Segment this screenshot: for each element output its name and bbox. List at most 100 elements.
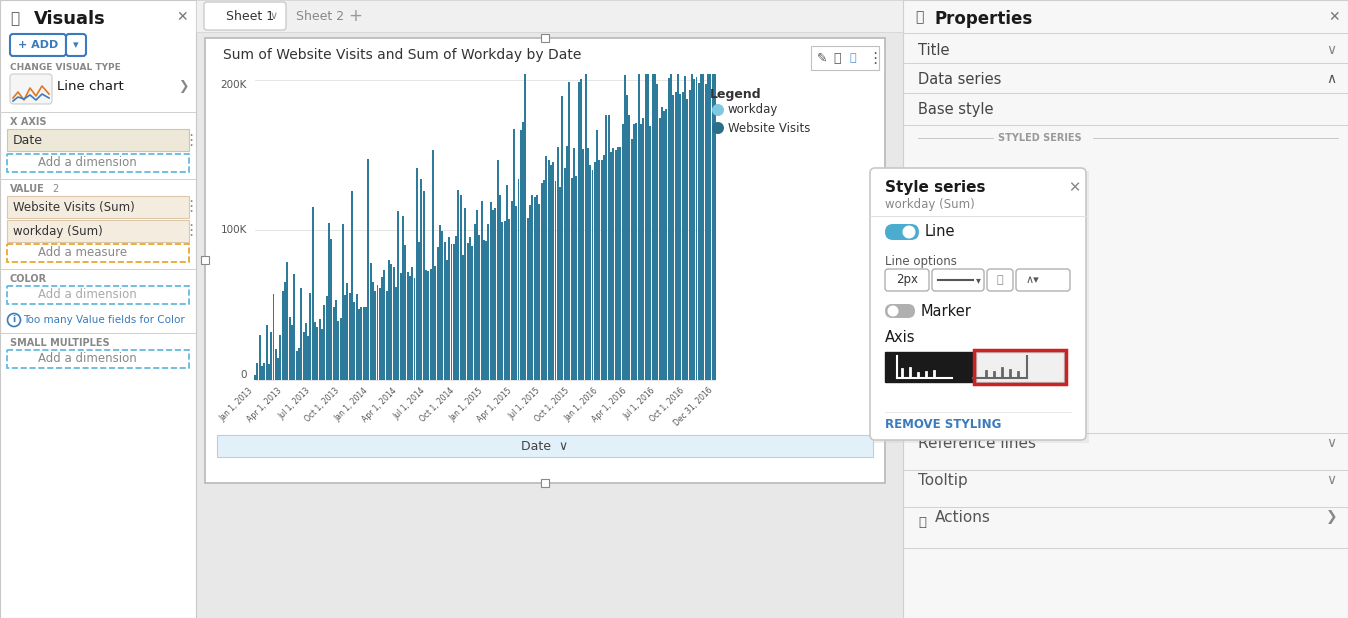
Bar: [367, 159, 369, 380]
Bar: [589, 166, 592, 380]
Bar: [415, 169, 418, 380]
FancyBboxPatch shape: [9, 34, 66, 56]
Bar: [638, 74, 640, 380]
Text: Website Visits: Website Visits: [728, 122, 810, 135]
Bar: [372, 282, 373, 380]
Bar: [696, 77, 697, 380]
Bar: [570, 178, 573, 380]
Text: Add a dimension: Add a dimension: [38, 289, 136, 302]
Bar: [553, 162, 554, 380]
Bar: [563, 168, 566, 380]
Bar: [511, 200, 512, 380]
Bar: [975, 350, 1066, 384]
Bar: [476, 210, 479, 380]
Text: ∧: ∧: [1326, 72, 1336, 86]
Bar: [462, 255, 464, 380]
Text: SMALL MULTIPLES: SMALL MULTIPLES: [9, 338, 109, 348]
Bar: [272, 294, 275, 380]
Bar: [496, 159, 499, 380]
Bar: [514, 129, 515, 380]
Bar: [506, 185, 508, 380]
Bar: [538, 205, 541, 380]
Bar: [499, 195, 501, 380]
Bar: [537, 195, 538, 380]
FancyBboxPatch shape: [66, 34, 86, 56]
Bar: [976, 352, 1064, 382]
Bar: [457, 190, 460, 380]
Bar: [446, 260, 448, 380]
Bar: [456, 237, 457, 380]
Bar: [469, 237, 470, 380]
Bar: [344, 295, 346, 380]
Text: ❯: ❯: [178, 80, 189, 93]
Text: Apr 1, 2015: Apr 1, 2015: [476, 386, 514, 424]
Bar: [520, 130, 522, 380]
FancyBboxPatch shape: [204, 2, 286, 30]
Text: Line chart: Line chart: [57, 80, 124, 93]
Bar: [677, 74, 679, 380]
Text: Base style: Base style: [918, 102, 993, 117]
Bar: [644, 74, 647, 380]
Bar: [430, 269, 431, 380]
Bar: [661, 107, 663, 380]
Bar: [350, 190, 353, 380]
Bar: [441, 231, 443, 380]
Text: Data series: Data series: [918, 72, 1002, 87]
Bar: [256, 363, 259, 380]
Bar: [381, 277, 383, 380]
Bar: [634, 124, 635, 380]
Bar: [365, 307, 367, 380]
Bar: [903, 0, 1348, 618]
Bar: [464, 208, 466, 380]
Bar: [650, 126, 651, 380]
Text: Actions: Actions: [936, 509, 991, 525]
Circle shape: [8, 313, 20, 326]
Text: workday (Sum): workday (Sum): [886, 198, 975, 211]
Text: Tooltip: Tooltip: [918, 473, 968, 488]
Text: ∨: ∨: [1326, 436, 1336, 450]
Text: ▾: ▾: [73, 40, 78, 50]
Bar: [667, 78, 670, 380]
Bar: [305, 323, 307, 380]
Text: ∧▾: ∧▾: [1024, 275, 1039, 285]
Bar: [369, 263, 372, 380]
Bar: [411, 267, 414, 380]
FancyBboxPatch shape: [931, 269, 984, 291]
Bar: [434, 266, 437, 380]
Bar: [268, 365, 270, 380]
FancyBboxPatch shape: [1016, 269, 1070, 291]
Bar: [360, 307, 363, 380]
Text: Reference lines: Reference lines: [918, 436, 1037, 451]
Bar: [418, 242, 421, 380]
Text: COLOR: COLOR: [9, 274, 47, 284]
Text: Marker: Marker: [921, 303, 972, 318]
Bar: [601, 160, 603, 380]
Text: 2px: 2px: [896, 274, 918, 287]
Text: Too many Value fields for Color: Too many Value fields for Color: [23, 315, 185, 325]
Bar: [631, 139, 632, 380]
Bar: [562, 96, 563, 380]
Bar: [443, 242, 446, 380]
Bar: [654, 74, 656, 380]
Bar: [314, 322, 315, 380]
FancyBboxPatch shape: [9, 74, 53, 104]
Bar: [541, 184, 543, 380]
Bar: [580, 78, 582, 380]
Text: ⋮: ⋮: [867, 51, 882, 66]
Text: Title: Title: [918, 43, 949, 58]
Bar: [566, 146, 568, 380]
Bar: [663, 111, 665, 380]
Bar: [547, 161, 550, 380]
Bar: [379, 289, 380, 380]
Text: Dec 31, 2016: Dec 31, 2016: [673, 386, 714, 428]
Bar: [692, 74, 693, 380]
Bar: [359, 309, 360, 380]
Bar: [284, 282, 286, 380]
Bar: [395, 287, 396, 380]
Bar: [279, 336, 282, 380]
Text: Properties: Properties: [936, 10, 1034, 28]
Text: Oct 1, 2016: Oct 1, 2016: [648, 386, 686, 424]
Text: ✎: ✎: [817, 51, 828, 64]
Text: 0: 0: [240, 370, 247, 380]
Bar: [550, 165, 551, 380]
